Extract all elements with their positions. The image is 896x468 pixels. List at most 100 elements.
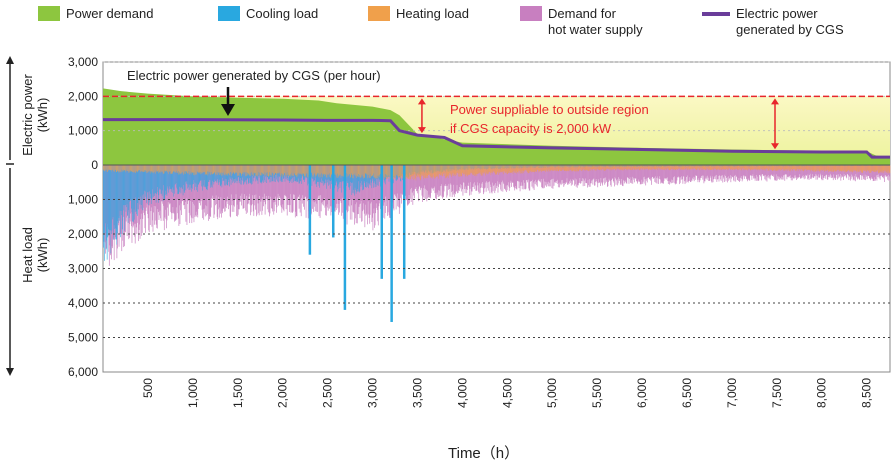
series-hot-water-bar (656, 165, 657, 178)
series-hot-water-bar (701, 165, 703, 176)
series-hot-water-bar (606, 165, 608, 181)
series-hot-water-bar (793, 165, 795, 179)
series-hot-water-bar (607, 165, 609, 187)
series-hot-water-bar (283, 165, 284, 210)
series-hot-water-bar (553, 165, 554, 179)
series-cooling-load-bar (140, 165, 142, 209)
series-heating-load-bar (850, 165, 852, 173)
series-heating-load-bar (237, 165, 239, 175)
series-heating-load-bar (118, 165, 120, 173)
series-hot-water-bar (790, 165, 792, 179)
series-heating-load-bar (764, 165, 766, 169)
series-hot-water-bar (780, 165, 782, 180)
series-heating-load-bar (592, 165, 594, 170)
series-heating-load-bar (127, 165, 129, 172)
series-heating-load-bar (262, 165, 264, 175)
series-hot-water-bar (411, 165, 413, 188)
series-heating-load-bar (121, 165, 123, 172)
series-hot-water-bar (490, 165, 491, 185)
series-heating-load-bar (378, 165, 380, 175)
series-heating-load-bar (425, 165, 427, 179)
series-hot-water-bar (502, 165, 504, 192)
series-heating-load-bar (363, 165, 365, 179)
series-heating-load-bar (624, 165, 626, 169)
series-hot-water-bar (511, 165, 512, 187)
series-heating-load-bar (347, 165, 349, 177)
series-hot-water-bar (514, 165, 516, 191)
series-hot-water-bar (620, 165, 622, 184)
series-heating-load-bar (717, 165, 719, 169)
series-heating-load-bar (498, 165, 499, 175)
series-hot-water-bar (203, 165, 205, 209)
series-hot-water-bar (340, 165, 342, 204)
series-heating-load-bar (614, 165, 615, 169)
series-hot-water-bar (626, 165, 628, 184)
series-hot-water-bar (377, 165, 379, 226)
series-hot-water-bar (774, 165, 776, 181)
series-heating-load-bar (574, 165, 575, 172)
series-hot-water-bar (700, 165, 702, 178)
series-hot-water-bar (661, 165, 663, 184)
series-heating-load-bar (579, 165, 581, 170)
series-heating-load-bar (621, 165, 623, 169)
series-heating-load-bar (667, 165, 669, 169)
series-heating-load-bar (393, 165, 394, 180)
series-heating-load-bar (105, 165, 107, 170)
series-hot-water-bar (788, 165, 789, 177)
series-heating-load-bar (612, 165, 614, 170)
series-heating-load-bar (207, 165, 208, 172)
series-heating-load-bar (436, 165, 437, 177)
series-heating-load-bar (226, 165, 228, 174)
series-heating-load-bar (360, 165, 362, 178)
series-heating-load-bar (148, 165, 150, 172)
series-hot-water-bar (184, 165, 186, 202)
series-heating-load-bar (711, 165, 713, 170)
legend-label-hot-water-1: Demand for (548, 6, 616, 21)
series-heating-load-bar (809, 165, 810, 170)
series-hot-water-bar (641, 165, 643, 180)
series-heating-load-bar (431, 165, 433, 178)
series-heating-load-bar (255, 165, 257, 173)
series-hot-water-bar (312, 165, 313, 209)
series-cooling-load-bar (125, 165, 126, 206)
series-heating-load-bar (114, 165, 116, 171)
series-heating-load-bar (613, 165, 615, 170)
series-heating-load-bar (800, 165, 802, 172)
series-hot-water-bar (805, 165, 807, 176)
series-hot-water-bar (671, 165, 672, 180)
series-hot-water-bar (271, 165, 272, 209)
series-heating-load-bar (772, 165, 774, 171)
series-hot-water-bar (740, 165, 742, 177)
series-heating-load-bar (377, 165, 379, 178)
series-heating-load-bar (107, 165, 109, 172)
series-heating-load-bar (609, 165, 611, 171)
series-heating-load-bar (730, 165, 732, 169)
series-hot-water-bar (346, 165, 347, 210)
series-heating-load-bar (189, 165, 191, 175)
series-heating-load-bar (709, 165, 711, 169)
series-heating-load-bar (160, 165, 161, 173)
series-heating-load-bar (204, 165, 206, 173)
series-hot-water-bar (645, 165, 647, 181)
series-hot-water-bar (622, 165, 623, 186)
series-heating-load-bar (534, 165, 536, 172)
series-heating-load-bar (266, 165, 268, 173)
series-heating-load-bar (653, 165, 655, 170)
series-heating-load-bar (304, 165, 306, 177)
series-heating-load-bar (660, 165, 662, 169)
series-hot-water-bar (441, 165, 443, 197)
series-heating-load-bar (486, 165, 488, 174)
series-hot-water-bar (767, 165, 769, 178)
series-heating-load-bar (456, 165, 457, 176)
series-heating-load-bar (165, 165, 167, 172)
series-heating-load-bar (819, 165, 821, 172)
series-heating-load-bar (334, 165, 336, 174)
series-heating-load-bar (799, 165, 801, 170)
series-cooling-load-bar (166, 165, 168, 196)
series-hot-water-bar (398, 165, 400, 214)
series-heating-load-bar (825, 165, 827, 171)
series-heating-load-bar (272, 165, 274, 174)
series-hot-water-bar (232, 165, 234, 206)
series-hot-water-bar (501, 165, 503, 181)
series-cooling-load-bar (364, 165, 366, 188)
